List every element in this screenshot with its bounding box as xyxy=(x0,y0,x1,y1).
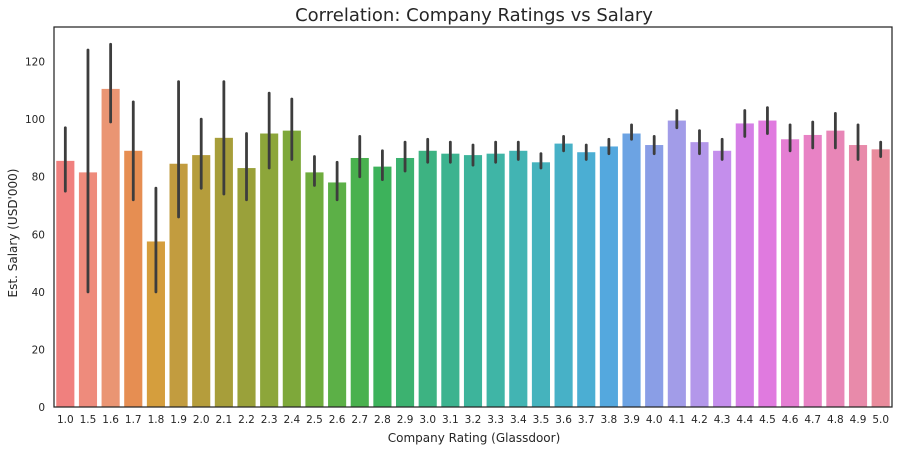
y-tick-label: 20 xyxy=(32,344,45,356)
bar-2.4 xyxy=(282,130,301,408)
x-tick-label: 4.6 xyxy=(782,414,799,426)
x-tick-label: 3.7 xyxy=(578,414,595,426)
x-tick-label: 3.3 xyxy=(487,414,504,426)
bar-2.1 xyxy=(214,137,233,408)
x-tick-label: 3.6 xyxy=(555,414,572,426)
y-tick-label: 0 xyxy=(38,402,45,414)
x-tick-label: 3.9 xyxy=(623,414,640,426)
x-tick-label: 1.8 xyxy=(148,414,165,426)
x-tick-label: 4.0 xyxy=(646,414,663,426)
bar-3.3 xyxy=(486,153,505,407)
x-tick-label: 3.5 xyxy=(533,414,550,426)
bar-2.7 xyxy=(350,157,369,407)
chart-title: Correlation: Company Ratings vs Salary xyxy=(295,5,653,26)
x-tick-label: 2.3 xyxy=(261,414,278,426)
error-bars-group xyxy=(63,42,883,294)
x-tick-label: 3.8 xyxy=(601,414,618,426)
bar-3.1 xyxy=(441,153,460,407)
bar-3.2 xyxy=(463,155,483,407)
bar-4.1 xyxy=(667,120,686,407)
y-tick-label: 80 xyxy=(32,172,45,184)
bar-4.5 xyxy=(758,120,777,407)
bar-4.3 xyxy=(713,150,732,407)
bar-3.9 xyxy=(622,133,641,408)
bar-4.8 xyxy=(826,130,845,408)
bar-4.0 xyxy=(645,145,664,407)
x-tick-label: 1.5 xyxy=(80,414,97,426)
y-axis-label: Est. Salary (USD'000) xyxy=(6,169,20,298)
x-tick-label: 4.5 xyxy=(759,414,776,426)
bar-1.8 xyxy=(146,241,165,407)
bar-4.7 xyxy=(803,134,822,408)
x-tick-label: 1.0 xyxy=(57,414,74,426)
x-tick-label: 4.4 xyxy=(736,414,753,426)
bar-1.7 xyxy=(124,150,143,407)
x-tick-label: 3.1 xyxy=(442,414,459,426)
bar-5.0 xyxy=(871,149,890,407)
x-tick-label: 3.2 xyxy=(465,414,482,426)
x-axis-ticks: 1.0 1.5 1.6 1.7 1.8 1.9 2.0 2.1 2.2 2.3 2.4 2.5 2.6 2… xyxy=(57,414,889,426)
y-tick-label: 40 xyxy=(32,287,45,299)
bar-3.5 xyxy=(531,162,551,407)
x-tick-label: 1.6 xyxy=(102,414,119,426)
bar-2.0 xyxy=(192,155,211,407)
y-tick-label: 100 xyxy=(25,114,45,126)
bar-2.5 xyxy=(305,172,324,407)
plot-frame xyxy=(53,26,893,408)
bar-2.6 xyxy=(328,182,347,407)
bar-3.6 xyxy=(554,143,573,407)
x-tick-label: 4.9 xyxy=(850,414,867,426)
bar-3.7 xyxy=(577,152,596,407)
x-tick-label: 4.3 xyxy=(714,414,731,426)
y-axis-ticks: 0 20 40 60 80 100 120 xyxy=(25,57,45,414)
bar-2.8 xyxy=(373,166,392,407)
x-tick-label: 2.5 xyxy=(306,414,323,426)
x-tick-label: 2.6 xyxy=(329,414,346,426)
x-tick-label: 5.0 xyxy=(872,414,889,426)
x-tick-label: 3.0 xyxy=(419,414,436,426)
x-tick-label: 2.8 xyxy=(374,414,391,426)
bars-group xyxy=(56,88,890,408)
x-tick-label: 4.2 xyxy=(691,414,708,426)
x-tick-label: 1.7 xyxy=(125,414,142,426)
bar-3.4 xyxy=(509,150,528,407)
x-tick-label: 2.4 xyxy=(283,414,300,426)
bar-1.6 xyxy=(101,88,120,408)
y-tick-label: 120 xyxy=(25,57,45,69)
x-tick-label: 4.8 xyxy=(827,414,844,426)
bar-4.4 xyxy=(735,123,754,407)
bar-3.8 xyxy=(599,146,618,407)
bar-2.9 xyxy=(395,157,415,407)
bar-3.0 xyxy=(418,150,437,407)
bar-2.3 xyxy=(260,133,279,408)
x-tick-label: 2.9 xyxy=(397,414,414,426)
x-tick-label: 1.9 xyxy=(170,414,187,426)
bar-4.6 xyxy=(781,139,800,408)
x-tick-label: 2.1 xyxy=(216,414,233,426)
y-tick-label: 60 xyxy=(32,229,45,241)
bar-1.9 xyxy=(169,163,188,407)
bar-1.0 xyxy=(56,160,75,407)
x-tick-label: 4.7 xyxy=(804,414,821,426)
x-tick-label: 2.0 xyxy=(193,414,210,426)
x-tick-label: 3.4 xyxy=(510,414,527,426)
bar-4.9 xyxy=(848,145,868,407)
bar-4.2 xyxy=(690,142,709,407)
x-tick-label: 4.1 xyxy=(668,414,685,426)
x-tick-label: 2.7 xyxy=(351,414,368,426)
x-axis-label: Company Rating (Glassdoor) xyxy=(388,431,561,445)
bar-2.2 xyxy=(237,168,256,407)
x-tick-label: 2.2 xyxy=(238,414,255,426)
